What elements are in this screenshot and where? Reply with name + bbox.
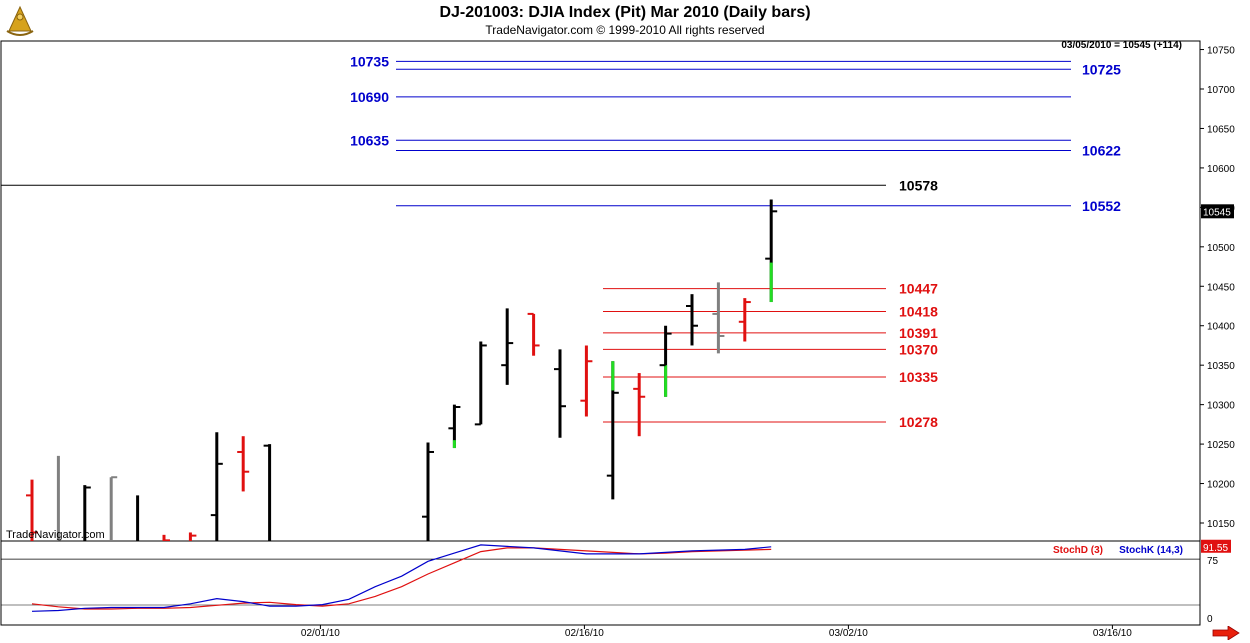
level-label: 10418 (899, 304, 938, 320)
level-label: 10552 (1082, 198, 1121, 214)
chart-subtitle: TradeNavigator.com © 1999-2010 All right… (485, 23, 765, 37)
level-label: 10735 (350, 53, 389, 69)
status-readout: 03/05/2010 = 10545 (+114) (1061, 40, 1182, 51)
indicator-value-box (1201, 539, 1231, 553)
price-tag: 10545 (1203, 207, 1231, 218)
y-tick-label: 10700 (1207, 85, 1235, 96)
indicator-tick-label: 75 (1207, 556, 1219, 567)
x-tick-label: 03/16/10 (1093, 628, 1132, 639)
level-label: 10635 (350, 132, 389, 148)
price-tag-box (1201, 204, 1234, 219)
next-arrow-icon[interactable] (1212, 626, 1240, 640)
level-label: 10335 (899, 369, 938, 385)
y-tick-label: 10750 (1207, 46, 1235, 57)
y-tick-label: 10500 (1207, 243, 1235, 254)
level-label: 10622 (1082, 143, 1121, 159)
stochd-series-line (31, 547, 772, 610)
level-label: 10725 (1082, 61, 1121, 77)
level-label: 10690 (350, 89, 389, 105)
indicator-value-tag: 91.55 (1203, 543, 1228, 554)
x-tick-label: 02/16/10 (565, 628, 604, 639)
y-tick-label: 10200 (1207, 480, 1235, 491)
y-tick-label: 10400 (1207, 322, 1235, 333)
sextant-logo-icon (6, 5, 34, 36)
y-tick-label: 10600 (1207, 164, 1235, 175)
stochk-series-line (31, 544, 772, 612)
level-label: 10391 (899, 325, 938, 341)
chart-title: DJ-201003: DJIA Index (Pit) Mar 2010 (Da… (439, 4, 811, 21)
legend-stochd: StochD (3) (1053, 545, 1103, 556)
y-tick-label: 10250 (1207, 440, 1235, 451)
level-label: 10447 (899, 281, 938, 297)
y-tick-label: 10150 (1207, 519, 1235, 530)
y-tick-label: 10350 (1207, 361, 1235, 372)
y-tick-label: 10450 (1207, 282, 1235, 293)
price-pane-frame (0, 40, 1201, 542)
level-label: 10278 (899, 414, 938, 430)
watermark-text: TradeNavigator.com (6, 529, 105, 541)
level-label: 10370 (899, 341, 938, 357)
x-tick-label: 03/02/10 (829, 628, 868, 639)
indicator-tick-label: 0 (1207, 614, 1213, 625)
level-label: 10578 (899, 177, 938, 193)
y-tick-label: 10650 (1207, 124, 1235, 135)
y-tick-label: 10300 (1207, 401, 1235, 412)
legend-stochk: StochK (14,3) (1119, 545, 1183, 556)
ohlc-bars (26, 199, 778, 541)
x-tick-label: 02/01/10 (301, 628, 340, 639)
indicator-pane-frame (0, 540, 1201, 626)
